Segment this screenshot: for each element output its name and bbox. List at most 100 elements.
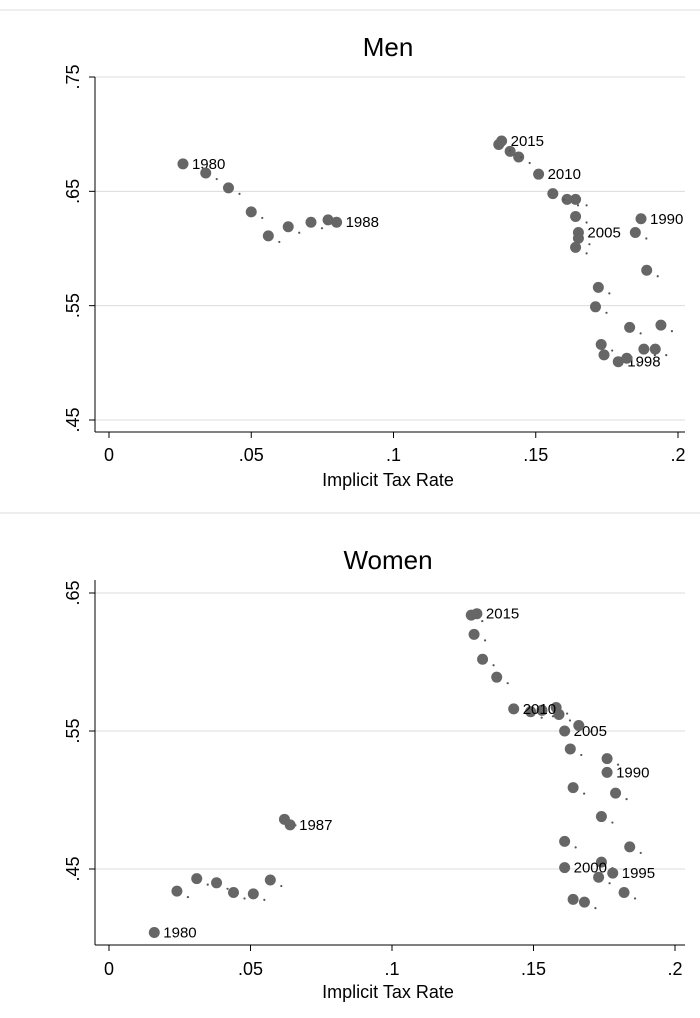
x-axis-ticks: 0 .05 .1 .15 .2 [104, 432, 686, 465]
data-point [262, 230, 274, 242]
point-marker-dot [481, 619, 484, 623]
point-label: 1987 [299, 817, 332, 834]
x-tick-label: .15 [523, 445, 548, 465]
x-tick-label: .05 [238, 959, 263, 979]
x-tick-label: .1 [386, 445, 401, 465]
x-tick-label: 0 [104, 959, 114, 979]
y-tick-label: .75 [63, 64, 83, 89]
data-point [595, 811, 607, 823]
data-point [570, 193, 582, 205]
x-tick-label: .05 [239, 445, 264, 465]
y-tick-label: .65 [63, 580, 83, 605]
x-tick-label: 0 [104, 445, 114, 465]
data-point [282, 221, 294, 233]
data-point [228, 886, 240, 898]
point-marker-dot [520, 156, 523, 159]
point-label: 1990 [650, 211, 683, 228]
data-point [559, 725, 571, 737]
data-point [618, 886, 630, 898]
data-point [561, 193, 573, 205]
data-point [578, 896, 590, 908]
point-marker-dot [608, 882, 611, 885]
chart-title: Women [343, 545, 432, 575]
data-point [322, 214, 334, 226]
point-marker-dot [278, 240, 281, 244]
point-marker-dot [186, 895, 190, 899]
x-axis-label: Implicit Tax Rate [322, 470, 454, 490]
data-point [649, 343, 661, 355]
data-point [547, 188, 559, 200]
men-scatter-panel: Men .45 .55 .65 .75 0 .05 .1 .15 .2 Implicit Ta… [0, 9, 700, 490]
data-point [607, 867, 619, 879]
point-marker-dot [492, 664, 495, 667]
data-point [211, 877, 223, 889]
point-marker-dot [594, 907, 597, 910]
point-marker-dot [670, 330, 674, 333]
point-marker-dot [506, 682, 509, 685]
data-point [247, 888, 259, 900]
data-point [624, 321, 636, 333]
data-point [595, 856, 607, 868]
data-point [641, 264, 653, 276]
point-marker-dot [562, 198, 565, 201]
data-point [589, 301, 601, 313]
data-point [550, 702, 562, 714]
point-marker-dot [243, 897, 246, 900]
data-point [245, 206, 257, 218]
point-marker-dot [528, 161, 531, 165]
point-marker-dot [574, 846, 577, 849]
point-marker-dot [580, 753, 583, 757]
data-point [222, 182, 234, 194]
data-point [572, 226, 584, 238]
x-axis-ticks: 0 .05 .1 .15 .2 [104, 945, 683, 979]
point-marker-dot [540, 716, 543, 719]
point-marker-dot [576, 204, 580, 207]
point-marker-dot [585, 204, 588, 207]
data-point [331, 216, 343, 228]
data-point [559, 862, 571, 874]
y-tick-label: .45 [63, 407, 83, 432]
point-marker-dot [611, 821, 614, 824]
point-marker-dot [633, 897, 637, 900]
point-marker-dot [585, 252, 588, 255]
data-point [496, 135, 508, 147]
point-marker-dot [566, 712, 569, 715]
x-tick-label: .2 [667, 959, 682, 979]
point-marker-dot [611, 349, 614, 352]
women-scatter-panel: Women .45 .55 .65 0 .05 .1 .15 .2 Implicit Tax… [0, 512, 700, 1002]
data-point [567, 893, 579, 905]
data-point [264, 874, 276, 886]
x-tick-label: .2 [670, 445, 685, 465]
point-marker-dot [616, 763, 620, 766]
point-marker-dot [483, 639, 487, 642]
data-point [508, 703, 520, 715]
x-axis-label: Implicit Tax Rate [322, 982, 454, 1002]
x-tick-label: .1 [384, 959, 399, 979]
data-point [536, 704, 548, 716]
point-marker-dot [639, 851, 642, 855]
y-axis-ticks: .45 .55 .65 [63, 580, 95, 882]
data-point [621, 352, 633, 364]
data-point [284, 819, 296, 831]
point-marker-dot [215, 177, 218, 181]
point-marker-dot [261, 216, 264, 220]
y-tick-label: .45 [63, 856, 83, 881]
data-point [638, 343, 650, 355]
gridlines [95, 76, 685, 421]
point-label: 1995 [622, 865, 655, 882]
point-marker-dot [639, 332, 642, 335]
data-point [629, 226, 641, 238]
data-point [570, 241, 582, 253]
point-marker-dot [551, 715, 555, 718]
y-tick-label: .65 [63, 179, 83, 204]
point-marker-dot [280, 884, 283, 888]
point-marker-dot [605, 311, 608, 314]
point-label: 2010 [523, 701, 556, 718]
point-marker-dot [226, 887, 229, 890]
point-marker-dot [588, 730, 591, 733]
data-point [655, 319, 667, 331]
point-marker-dot [665, 354, 668, 357]
point-marker-dot [608, 292, 611, 295]
point-label: 1998 [627, 354, 660, 371]
